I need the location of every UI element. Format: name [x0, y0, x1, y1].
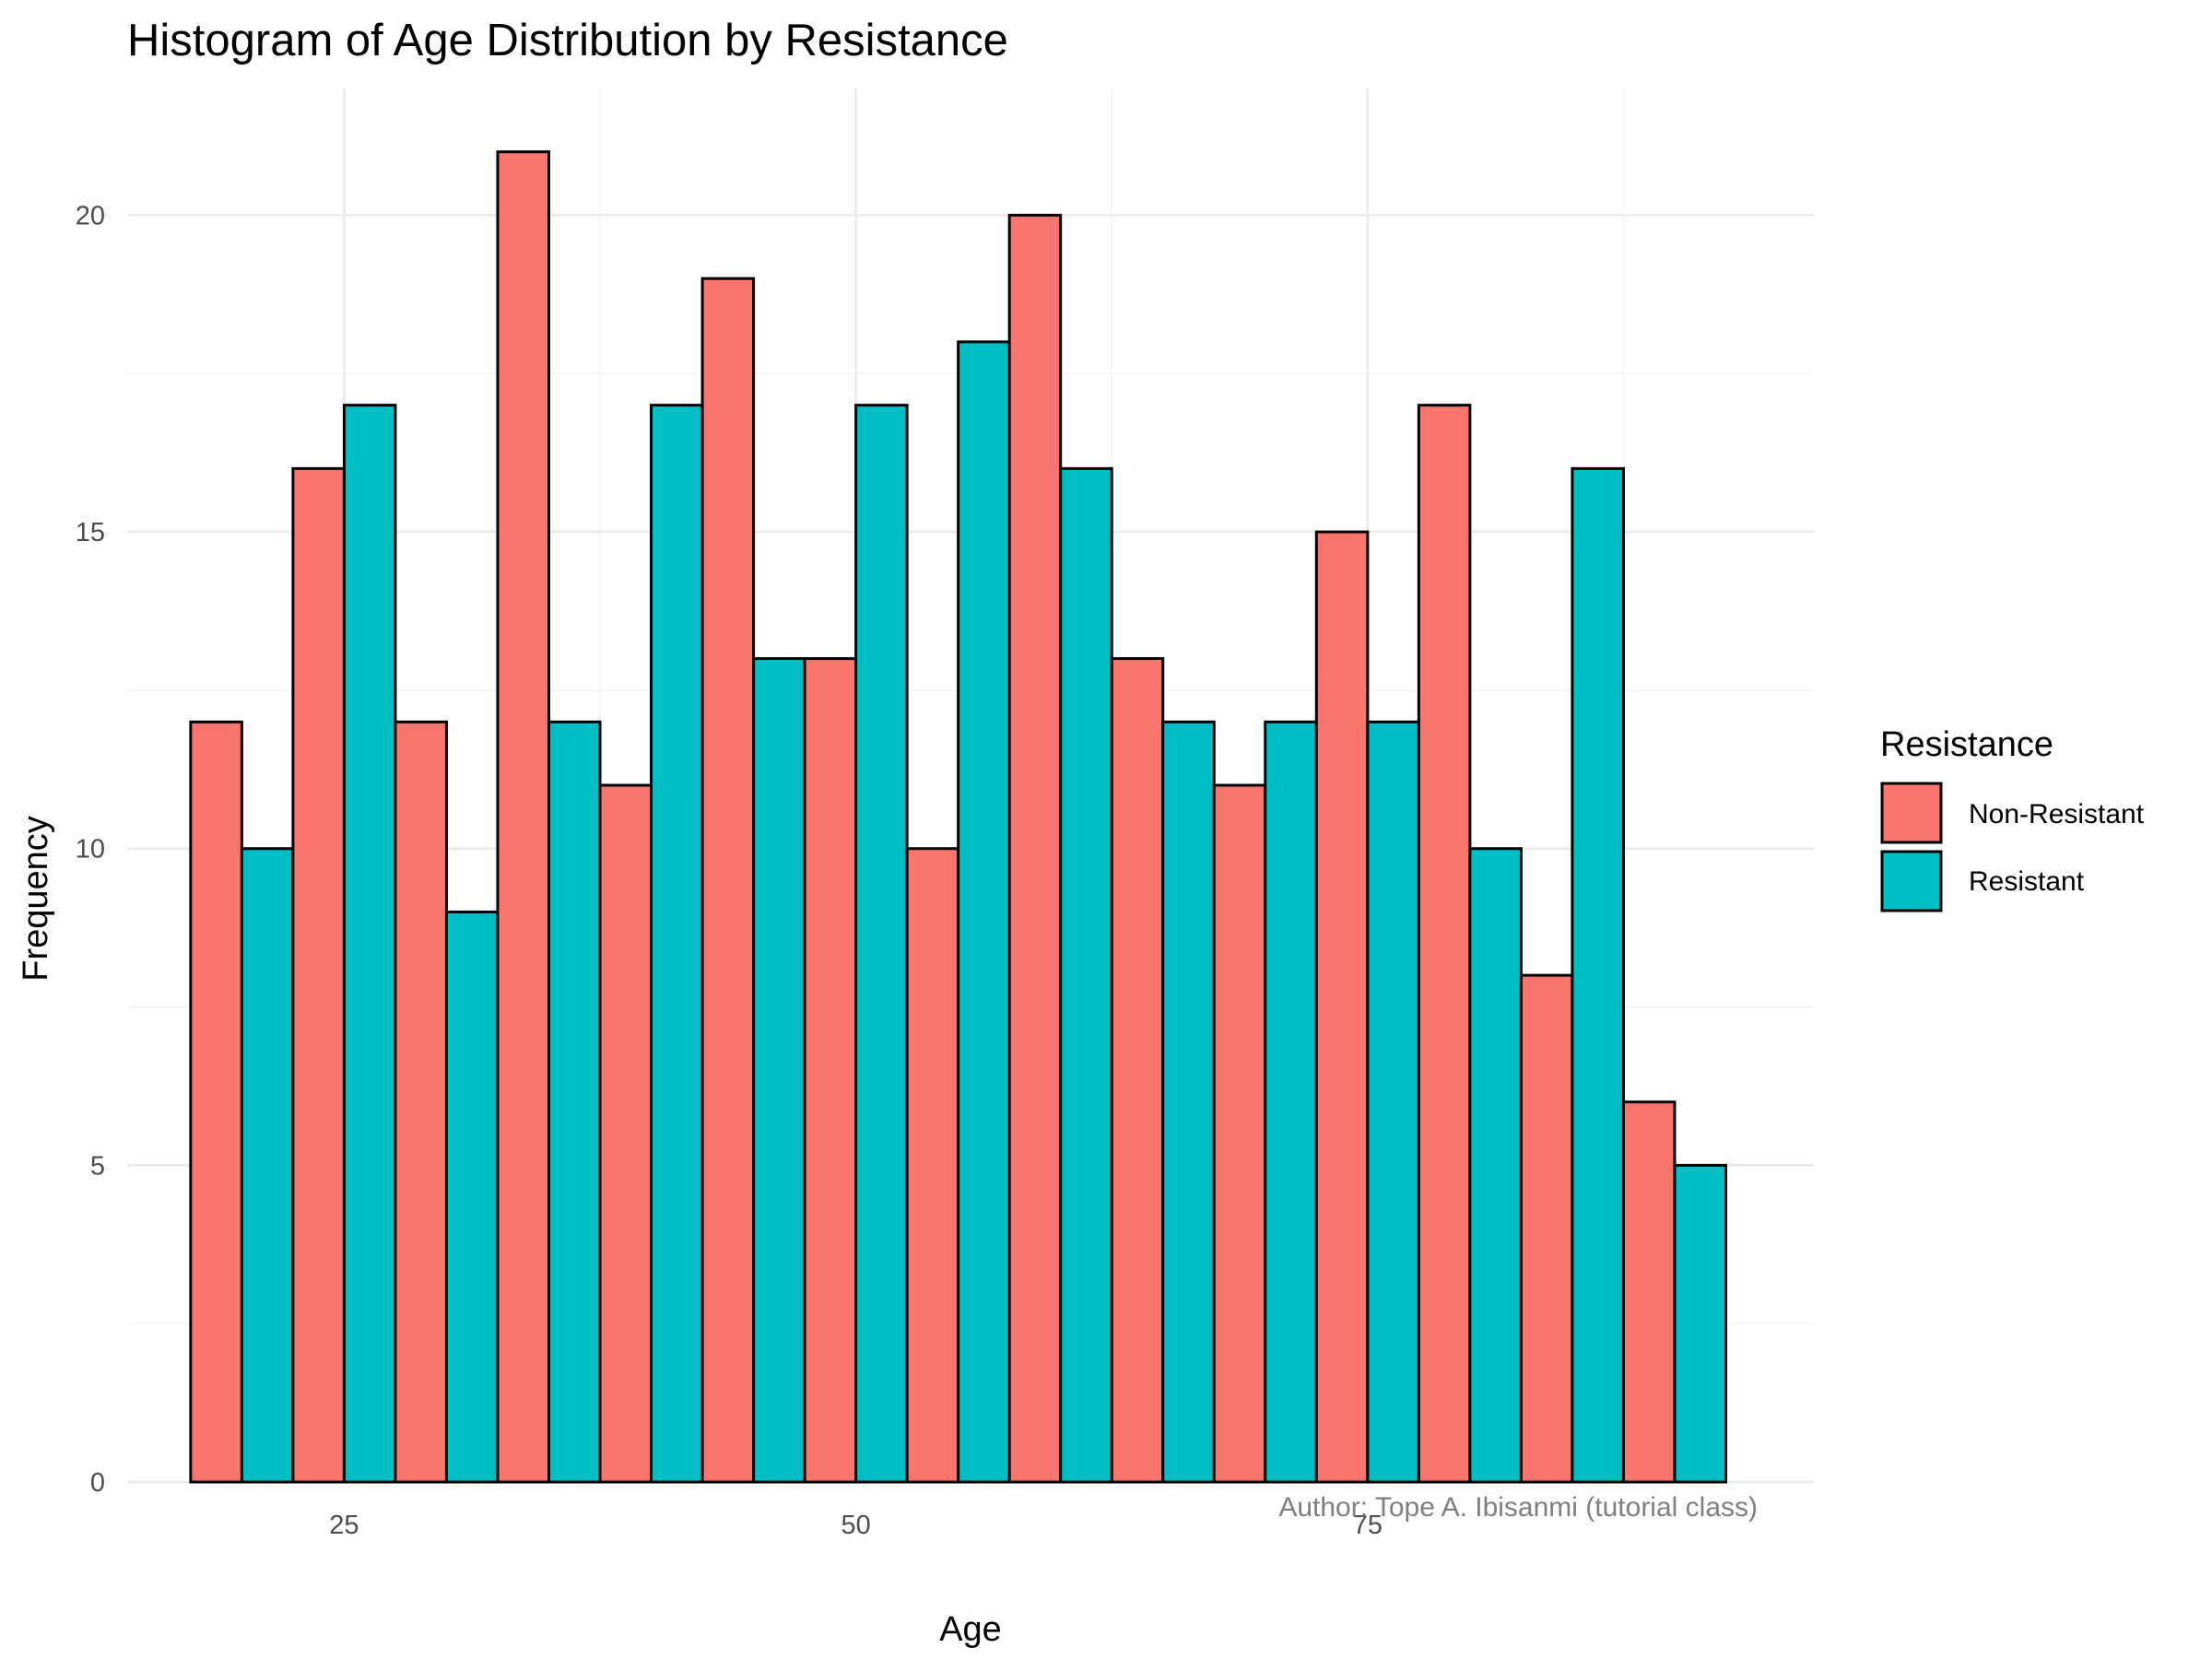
bar-non-resistant-90 — [1621, 1100, 1677, 1484]
bar-resistant-45 — [752, 657, 806, 1484]
bar-non-resistant-40 — [598, 783, 653, 1484]
legend: Resistance Non-Resistant Resistant — [1880, 725, 2145, 912]
x-axis-title: Age — [939, 1610, 1002, 1649]
bar-resistant-35 — [547, 720, 602, 1484]
bar-non-resistant-30 — [394, 720, 448, 1484]
bar-non-resistant-25 — [291, 466, 346, 1484]
bar-non-resistant-45 — [700, 276, 756, 1484]
bar-resistant-80 — [1468, 847, 1523, 1484]
bars-layer — [189, 150, 1728, 1484]
bar-resistant-65 — [1161, 720, 1216, 1484]
bar-non-resistant-75 — [1314, 530, 1370, 1484]
bar-non-resistant-55 — [905, 847, 960, 1484]
y-tick-label: 10 — [76, 835, 105, 865]
chart-title: Histogram of Age Distribution by Resista… — [127, 16, 1008, 65]
bar-resistant-70 — [1264, 720, 1318, 1484]
bar-resistant-75 — [1366, 720, 1420, 1484]
bar-resistant-20 — [240, 847, 295, 1484]
bar-resistant-90 — [1673, 1163, 1728, 1484]
x-tick-label: 75 — [1353, 1511, 1382, 1540]
legend-key-non-resistant — [1880, 782, 1943, 844]
legend-label-resistant: Resistant — [1969, 866, 2085, 897]
bar-non-resistant-60 — [1007, 213, 1063, 1484]
bar-non-resistant-20 — [189, 720, 243, 1484]
bar-resistant-85 — [1571, 466, 1625, 1484]
bar-non-resistant-35 — [496, 150, 550, 1484]
y-tick-label: 15 — [76, 518, 105, 547]
y-tick-label: 5 — [90, 1151, 105, 1181]
x-axis-ticks: 25 50 75 — [329, 1511, 1382, 1540]
y-tick-label: 20 — [76, 201, 105, 230]
y-tick-label: 0 — [90, 1468, 105, 1498]
bar-resistant-50 — [854, 404, 909, 1484]
author-caption: Author: Tope A. Ibisanmi (tutorial class… — [1278, 1492, 1758, 1523]
x-tick-label: 50 — [841, 1511, 870, 1540]
bar-non-resistant-50 — [803, 657, 858, 1484]
y-axis-title: Frequency — [17, 816, 55, 982]
bar-non-resistant-70 — [1212, 783, 1267, 1484]
legend-key-resistant — [1880, 850, 1943, 912]
bar-resistant-25 — [342, 404, 397, 1484]
bar-resistant-40 — [650, 404, 704, 1484]
bar-resistant-60 — [1059, 466, 1113, 1484]
legend-title: Resistance — [1880, 725, 2053, 764]
x-tick-label: 25 — [329, 1511, 359, 1540]
y-axis-ticks: 0 5 10 15 20 — [76, 201, 105, 1498]
bar-non-resistant-80 — [1417, 404, 1472, 1484]
bar-non-resistant-65 — [1110, 657, 1165, 1484]
bar-resistant-30 — [444, 910, 500, 1484]
legend-label-non-resistant: Non-Resistant — [1969, 799, 2145, 830]
bar-resistant-55 — [957, 340, 1011, 1484]
bar-non-resistant-85 — [1519, 973, 1574, 1484]
